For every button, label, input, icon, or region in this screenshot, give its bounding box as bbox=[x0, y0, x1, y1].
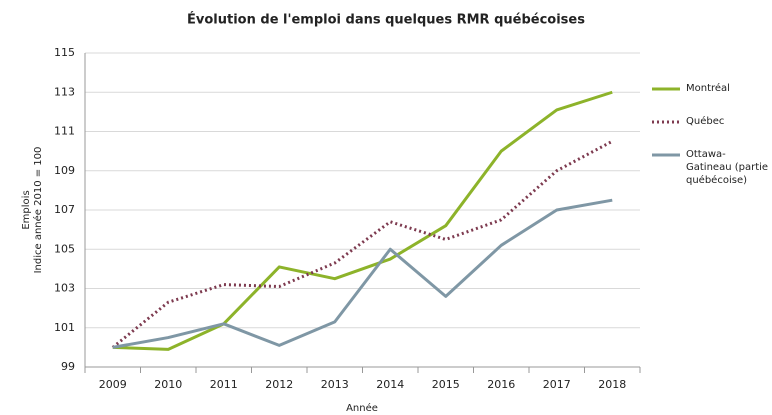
y-tick-label: 101 bbox=[54, 321, 75, 334]
x-axis-label: Année bbox=[346, 402, 378, 414]
x-tick-label: 2017 bbox=[543, 378, 571, 391]
y-tick-label: 109 bbox=[54, 164, 75, 177]
y-tick-label: 111 bbox=[54, 125, 75, 138]
legend-label: Ottawa-Gatineau (partie québécoise) bbox=[686, 149, 769, 186]
series-line bbox=[111, 139, 613, 349]
x-tick-label: 2018 bbox=[598, 378, 626, 391]
y-tick-label: 107 bbox=[54, 203, 75, 216]
x-tick-label: 2016 bbox=[487, 378, 515, 391]
chart-title: Évolution de l'emploi dans quelques RMR … bbox=[187, 12, 585, 28]
x-tick-label: 2009 bbox=[99, 378, 127, 391]
y-axis-label: Indice année 2010 = 100 bbox=[32, 147, 44, 274]
x-tick-label: 2014 bbox=[376, 378, 404, 391]
y-tick-label: 113 bbox=[54, 85, 75, 98]
x-tick-label: 2015 bbox=[432, 378, 460, 391]
y-tick-label: 99 bbox=[61, 360, 75, 373]
series-line bbox=[112, 90, 613, 351]
series-line bbox=[112, 198, 613, 349]
x-tick-label: 2010 bbox=[154, 378, 182, 391]
legend-label: Montréal bbox=[686, 83, 730, 94]
x-tick-label: 2011 bbox=[210, 378, 238, 391]
y-tick-label: 103 bbox=[54, 282, 75, 295]
y-axis-label: Emplois bbox=[21, 190, 32, 229]
x-tick-label: 2012 bbox=[265, 378, 293, 391]
y-tick-label: 115 bbox=[54, 46, 75, 59]
legend-label: Québec bbox=[686, 116, 725, 127]
y-tick-label: 105 bbox=[54, 242, 75, 255]
x-tick-label: 2013 bbox=[321, 378, 349, 391]
